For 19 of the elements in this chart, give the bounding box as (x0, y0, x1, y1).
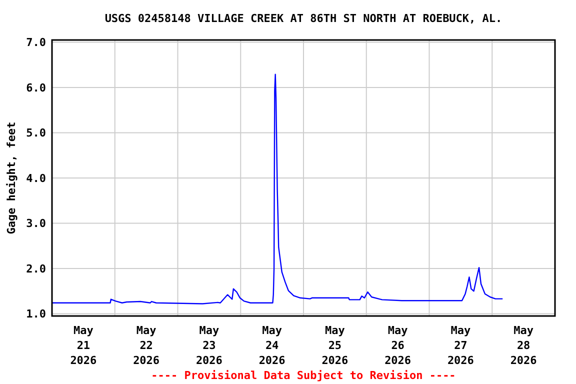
y-axis-title: Gage height, feet (5, 122, 18, 234)
line-series (51, 74, 504, 304)
chart-title: USGS 02458148 VILLAGE CREEK AT 86TH ST NORTH AT ROEBUCK, AL. (104, 12, 502, 25)
y-tick-label: 3.0 (26, 217, 46, 230)
x-tick-label: May 22 2026 (133, 324, 160, 367)
x-tick-label: May 21 2026 (70, 324, 98, 367)
x-tick-label: May 28 2026 (510, 324, 538, 367)
x-tick-label: May 25 2026 (322, 324, 349, 367)
text: ---- Provisional Data Subject to Revision ---- (151, 369, 456, 382)
x-tick-label: May 26 2026 (384, 324, 412, 367)
x-tick-label: May 23 2026 (196, 324, 223, 367)
x-tick-label: May 24 2026 (258, 324, 286, 367)
y-tick-label: 2.0 (26, 262, 46, 276)
y-tick-label: 5.0 (26, 126, 46, 140)
y-tick-label: 7.0 (26, 36, 46, 50)
y-tick-label: 4.0 (26, 172, 46, 185)
y-tick-label: 1.0 (26, 308, 46, 321)
y-tick-label: 6.0 (26, 81, 46, 94)
x-tick-label: May 27 2026 (447, 324, 474, 367)
